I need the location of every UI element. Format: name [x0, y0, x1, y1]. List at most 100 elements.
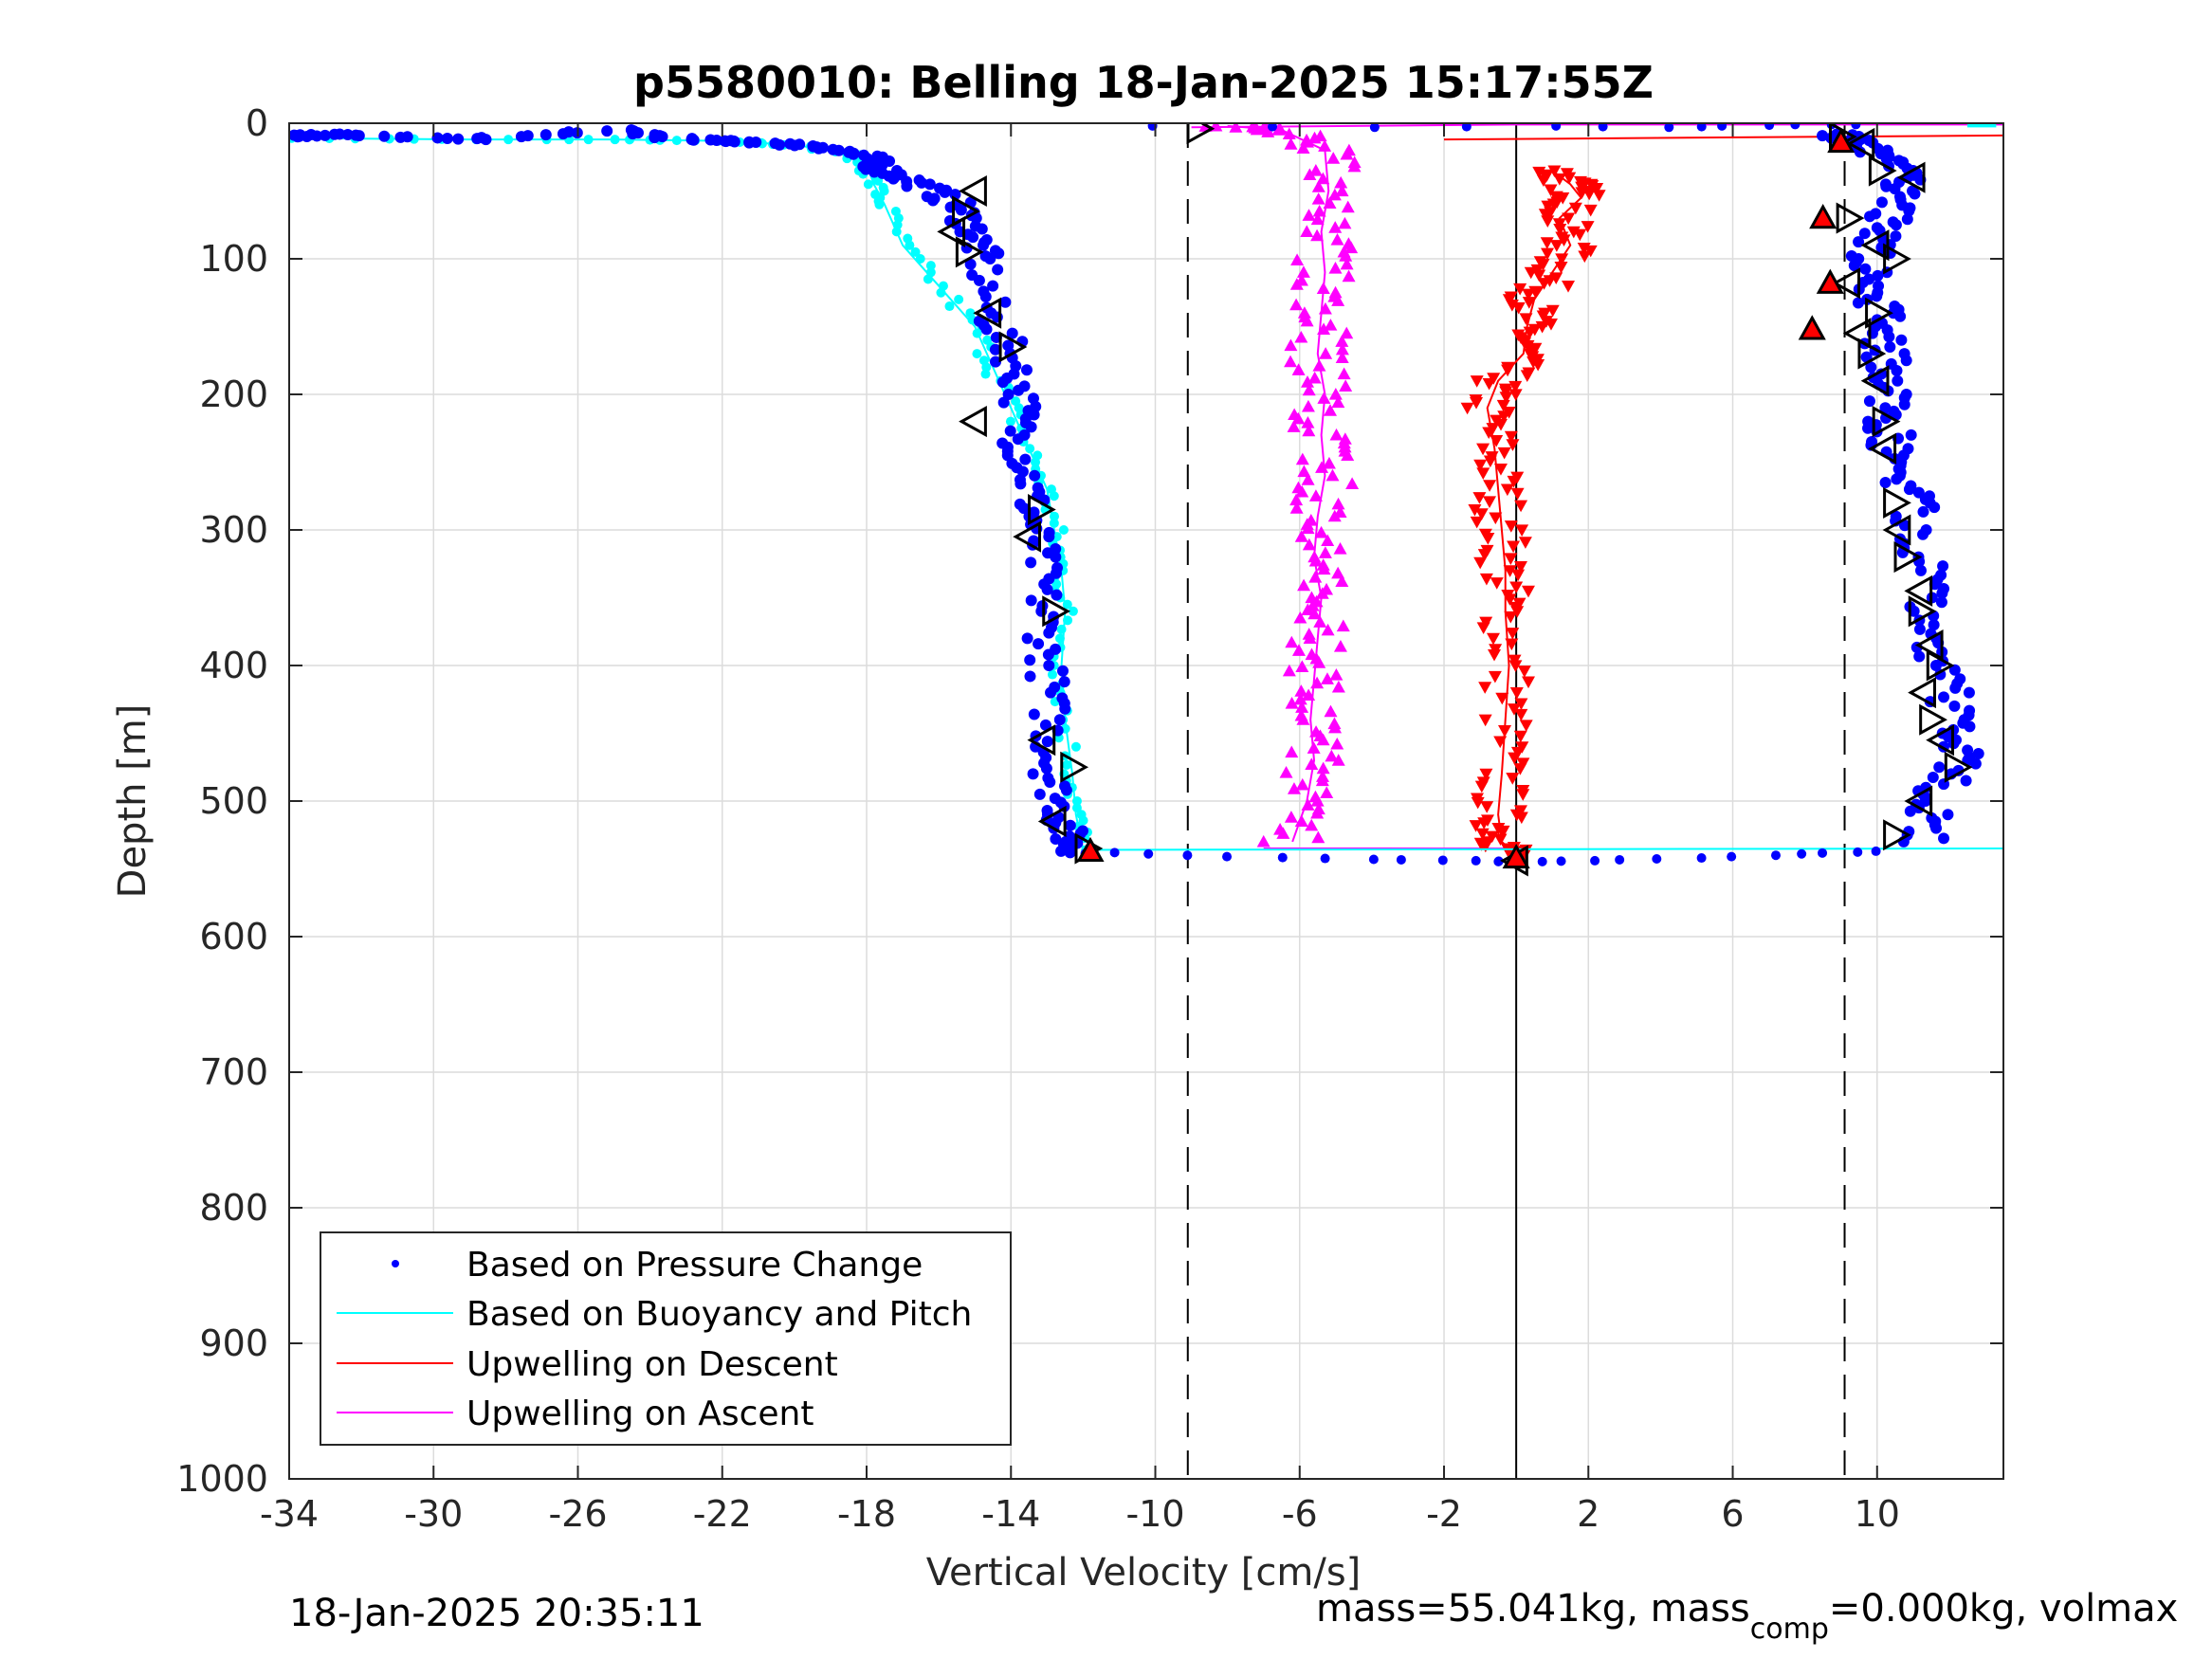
footer-mass-a: mass=55.041kg, mass: [1316, 1587, 1750, 1631]
pressure-change-point: [1858, 228, 1871, 240]
dive-marker-ascent: [1893, 541, 1923, 574]
buoyancy-pitch-point: [1056, 624, 1067, 634]
pressure-change-point: [562, 126, 575, 138]
upwelling-descent-marker: [1469, 820, 1483, 832]
upwelling-ascent-marker: [1294, 814, 1308, 828]
pressure-change-point: [1964, 704, 1976, 717]
chart-title: p5580010: Belling 18-Jan-2025 15:17:55Z: [633, 57, 1654, 108]
upwelling-ascent-marker: [1288, 408, 1302, 421]
dive-marker-ascent: [1904, 574, 1933, 607]
pressure-change-point: [923, 178, 936, 191]
pressure-change-point: [789, 139, 801, 152]
upwelling-descent-marker: [1495, 692, 1509, 705]
dive-marker-ascent: [1872, 406, 1901, 438]
pressure-change-point: [1035, 605, 1048, 617]
pressure-change-point: [1870, 208, 1882, 220]
buoyancy-pitch-point: [1063, 615, 1073, 626]
buoyancy-pitch-point: [1054, 633, 1065, 644]
upwelling-descent-marker: [1507, 540, 1521, 554]
pressure-change-point: [1043, 531, 1055, 543]
buoyancy-pitch-point: [925, 261, 936, 271]
upwelling-ascent-marker: [1328, 221, 1343, 233]
buoyancy-pitch-point: [944, 301, 955, 312]
upwelling-descent-marker: [1508, 660, 1523, 672]
footer-mass-info: mass=55.041kg, masscomp=0.000kg, volmax: [1316, 1587, 2178, 1646]
pressure-change-point: [1017, 502, 1030, 515]
buoyancy-pitch-point: [1068, 606, 1078, 616]
upwelling-descent-marker: [1468, 503, 1482, 517]
dive-marker-ascent: [1896, 161, 1926, 193]
pressure-change-point: [1895, 334, 1908, 346]
upwelling-ascent-marker: [1310, 676, 1325, 689]
upwelling-descent-marker: [1517, 665, 1531, 678]
upwelling-ascent-marker: [1320, 786, 1334, 799]
red-turn-marker: [1502, 843, 1530, 869]
pressure-change-point: [1369, 123, 1380, 133]
upwelling-ascent-marker: [1328, 285, 1343, 299]
upwelling-descent-marker: [1518, 537, 1532, 549]
pressure-change-point: [627, 128, 639, 140]
upwelling-ascent-surface-line: [1191, 123, 2003, 129]
upwelling-ascent-marker: [1321, 623, 1335, 636]
pressure-change-point: [1901, 213, 1913, 226]
pressure-change-point: [1938, 582, 1950, 594]
upwelling-descent-marker: [1581, 221, 1595, 233]
upwelling-ascent-marker: [1282, 664, 1296, 677]
legend-box: [320, 1231, 1012, 1446]
x-tick-label: -14: [981, 1493, 1040, 1535]
pressure-change-point: [1039, 719, 1051, 731]
upwelling-ascent-marker: [1296, 141, 1310, 155]
upwelling-descent-marker: [1503, 565, 1517, 577]
upwelling-descent-marker: [1507, 703, 1521, 716]
pressure-change-point: [1845, 250, 1857, 263]
upwelling-ascent-marker: [1327, 188, 1342, 201]
upwelling-ascent-marker: [1325, 468, 1340, 482]
pressure-change-point: [1015, 478, 1027, 490]
pressure-change-point: [1019, 453, 1032, 465]
y-tick-label: 500: [199, 780, 268, 822]
buoyancy-pitch-point: [1062, 759, 1072, 770]
upwelling-descent-marker: [1493, 833, 1508, 847]
upwelling-ascent-marker: [1287, 420, 1301, 432]
upwelling-descent-marker: [1476, 443, 1490, 456]
upwelling-ascent-marker: [1330, 737, 1344, 750]
upwelling-descent-marker: [1522, 297, 1536, 309]
upwelling-ascent-marker: [1293, 611, 1307, 624]
upwelling-descent-marker: [1479, 768, 1493, 781]
pressure-change-point: [967, 231, 979, 244]
reference-lines: [1186, 123, 1846, 1479]
dive-marker-ascent: [1868, 155, 1897, 187]
pressure-change-point: [1942, 809, 1954, 821]
upwelling-ascent-marker: [1331, 566, 1345, 579]
upwelling-ascent-marker: [1347, 155, 1362, 169]
upwelling-descent-marker: [1480, 801, 1494, 813]
pressure-change-point: [1865, 361, 1877, 374]
pressure-change-point: [1590, 855, 1600, 866]
upwelling-descent-marker: [1504, 430, 1518, 444]
upwelling-ascent-marker: [1307, 371, 1322, 384]
upwelling-descent-marker: [1478, 840, 1492, 853]
dive-marker-ascent: [1926, 649, 1955, 682]
pressure-change-point: [1551, 123, 1562, 131]
pressure-change-point: [1041, 736, 1053, 748]
upwelling-ascent-marker: [1279, 765, 1293, 778]
upwelling-ascent-marker: [1285, 745, 1299, 758]
pressure-change-point: [916, 176, 928, 189]
pressure-change-point: [774, 138, 786, 151]
pressure-change-point: [1892, 374, 1904, 387]
pressure-change-point: [1024, 654, 1036, 666]
dive-marker-descent: [952, 195, 980, 228]
pressure-change-point: [1598, 123, 1608, 132]
pressure-change-point: [993, 247, 1005, 260]
upwelling-ascent-marker: [1324, 704, 1338, 718]
upwelling-ascent-marker: [1328, 262, 1343, 274]
pressure-change-point: [901, 180, 913, 192]
buoyancy-pitch-point: [891, 227, 902, 237]
upwelling-ascent-marker: [1305, 757, 1319, 770]
buoyancy-pitch-point: [583, 135, 594, 145]
upwelling-ascent-marker: [1342, 237, 1356, 249]
pressure-change-point: [1029, 469, 1041, 482]
pressure-change-point: [1021, 632, 1033, 645]
upwelling-ascent-marker: [1316, 282, 1330, 295]
x-tick-label: 6: [1721, 1493, 1744, 1535]
